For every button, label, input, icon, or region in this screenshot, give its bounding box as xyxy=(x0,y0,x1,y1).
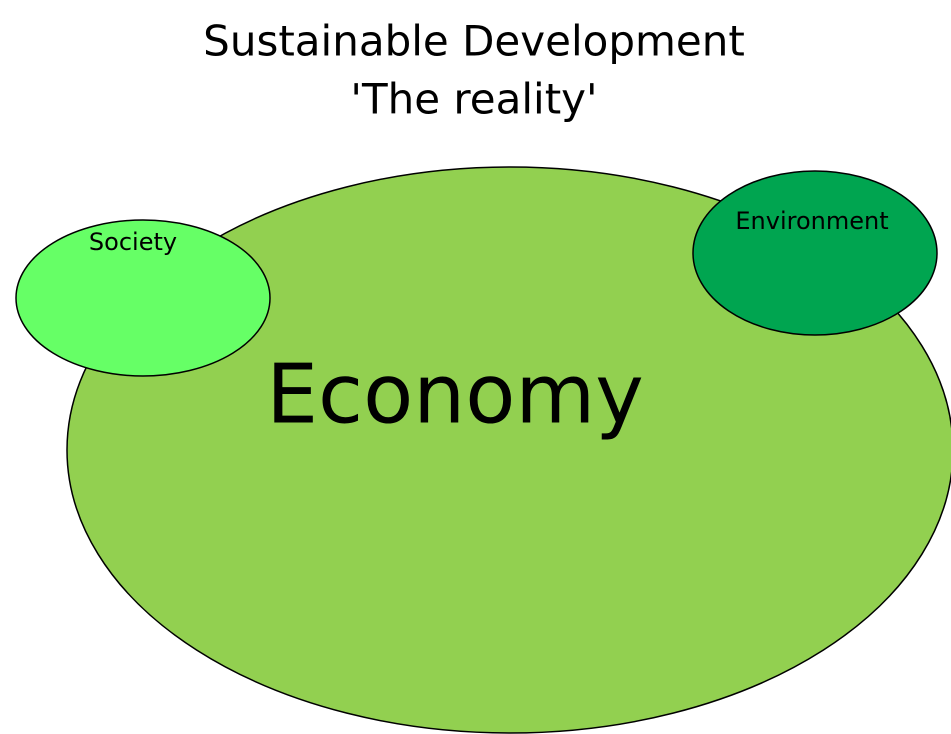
environment-label: Environment xyxy=(735,207,888,235)
environment-ellipse xyxy=(692,170,938,336)
economy-label: Economy xyxy=(266,347,644,442)
society-label: Society xyxy=(89,228,177,256)
society-ellipse xyxy=(15,219,271,377)
title-line2: 'The reality' xyxy=(350,75,597,124)
title-line1: Sustainable Development xyxy=(203,17,745,66)
